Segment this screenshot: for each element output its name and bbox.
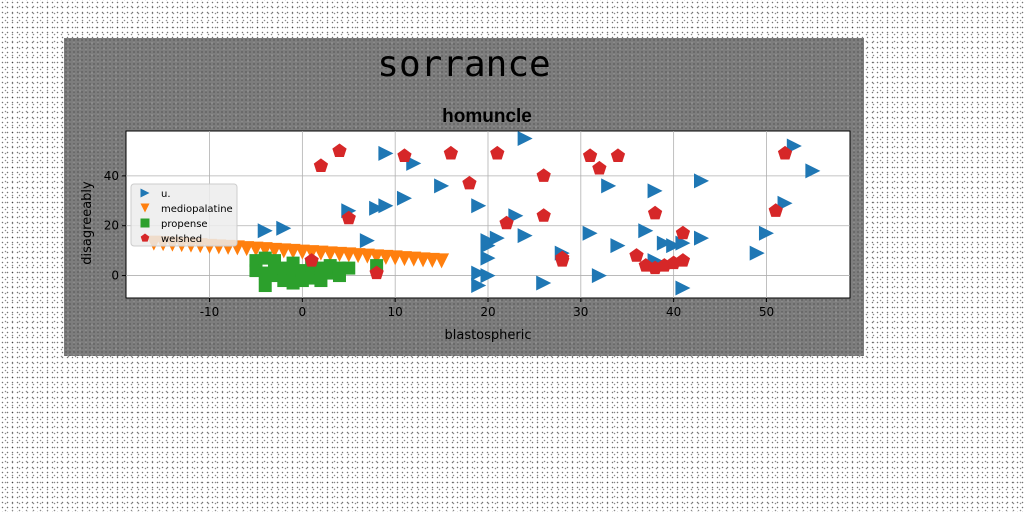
legend-label: welshed xyxy=(161,234,202,245)
welshed-point xyxy=(443,145,458,160)
propense-point xyxy=(342,261,356,275)
legend-marker-propense xyxy=(140,218,150,228)
welshed-point xyxy=(341,210,356,225)
u-point xyxy=(693,173,709,189)
legend: u. mediopalatine propense welshed xyxy=(130,183,238,247)
u-point xyxy=(369,200,385,216)
u-point xyxy=(480,250,496,266)
u-point xyxy=(517,130,533,146)
x-tick-label: 30 xyxy=(573,305,588,319)
u-point xyxy=(471,278,487,294)
u-point xyxy=(638,223,654,239)
y-tick-label: 20 xyxy=(104,219,119,233)
chart-title: homuncle xyxy=(442,106,532,127)
x-tick-label: 40 xyxy=(666,305,681,319)
u-point xyxy=(675,280,691,296)
welshed-point xyxy=(462,175,477,190)
u-point xyxy=(693,230,709,246)
u-point xyxy=(471,265,487,281)
welshed-point xyxy=(499,215,514,230)
welshed-point xyxy=(610,148,626,162)
u-point xyxy=(777,195,793,211)
legend-marker-mediopalatine xyxy=(140,203,150,213)
u-point xyxy=(656,235,672,251)
u-point xyxy=(610,238,626,254)
legend-label: mediopalatine xyxy=(161,204,233,215)
legend-box xyxy=(130,183,238,247)
data-marks xyxy=(146,130,821,296)
u-point xyxy=(406,155,422,171)
welshed-point xyxy=(777,145,793,160)
welshed-point xyxy=(555,250,570,265)
u-point xyxy=(517,228,533,244)
mediopalatine-point xyxy=(434,253,450,269)
u-point xyxy=(480,268,496,284)
u-point xyxy=(378,145,394,161)
u-point xyxy=(471,198,487,214)
u-point xyxy=(480,233,496,249)
figure: sorrance homuncle -10 0 10 20 30 40 50 0 20 40 bl… xyxy=(64,38,864,356)
u-point xyxy=(489,230,505,246)
legend-marker-u xyxy=(140,188,150,198)
welshed-point xyxy=(647,205,663,220)
series-u xyxy=(257,130,821,296)
scatter-chart: sorrance homuncle -10 0 10 20 30 40 50 0 20 40 bl… xyxy=(80,44,851,343)
welshed-point xyxy=(332,143,347,158)
legend-label: u. xyxy=(161,189,171,200)
welshed-point xyxy=(675,225,691,240)
x-tick-label: -10 xyxy=(200,305,220,319)
welshed-point xyxy=(592,160,607,175)
x-tick-label: 20 xyxy=(480,305,495,319)
u-point xyxy=(276,220,292,236)
x-tick-label: 10 xyxy=(388,305,403,319)
figure-suptitle: sorrance xyxy=(377,44,550,85)
y-axis-label: disagreeably xyxy=(80,181,95,265)
welshed-point xyxy=(490,145,505,160)
u-point xyxy=(434,178,450,194)
series-propense xyxy=(249,251,384,293)
u-point xyxy=(601,178,617,194)
y-tick-label: 0 xyxy=(111,269,119,283)
u-point xyxy=(786,138,802,154)
welshed-point xyxy=(313,158,329,172)
u-point xyxy=(805,163,821,179)
u-point xyxy=(591,268,607,284)
u-point xyxy=(378,198,394,214)
legend-marker-welshed xyxy=(140,233,150,242)
u-point xyxy=(359,233,375,249)
series-welshed xyxy=(304,143,793,280)
welshed-point xyxy=(369,265,384,280)
x-tick-label: 50 xyxy=(759,305,774,319)
u-point xyxy=(666,238,682,254)
propense-point xyxy=(258,279,272,293)
axis-ticks: -10 0 10 20 30 40 50 0 20 40 xyxy=(104,169,774,319)
y-tick-label: 40 xyxy=(104,169,119,183)
u-point xyxy=(758,225,774,241)
u-point xyxy=(647,183,663,199)
welshed-point xyxy=(536,168,551,182)
welshed-point xyxy=(397,148,412,162)
welshed-point xyxy=(304,253,319,267)
u-point xyxy=(508,208,524,224)
x-axis-label: blastospheric xyxy=(444,328,531,343)
welshed-point xyxy=(629,248,644,262)
u-point xyxy=(749,245,765,261)
u-point xyxy=(536,275,552,291)
welshed-point xyxy=(768,203,783,217)
welshed-point xyxy=(536,208,551,222)
u-point xyxy=(396,190,412,206)
legend-label: propense xyxy=(161,219,208,230)
x-tick-label: 0 xyxy=(299,305,307,319)
welshed-point xyxy=(675,253,691,267)
welshed-point xyxy=(582,148,598,162)
u-point xyxy=(675,235,691,251)
u-point xyxy=(257,223,273,239)
u-point xyxy=(582,225,598,241)
